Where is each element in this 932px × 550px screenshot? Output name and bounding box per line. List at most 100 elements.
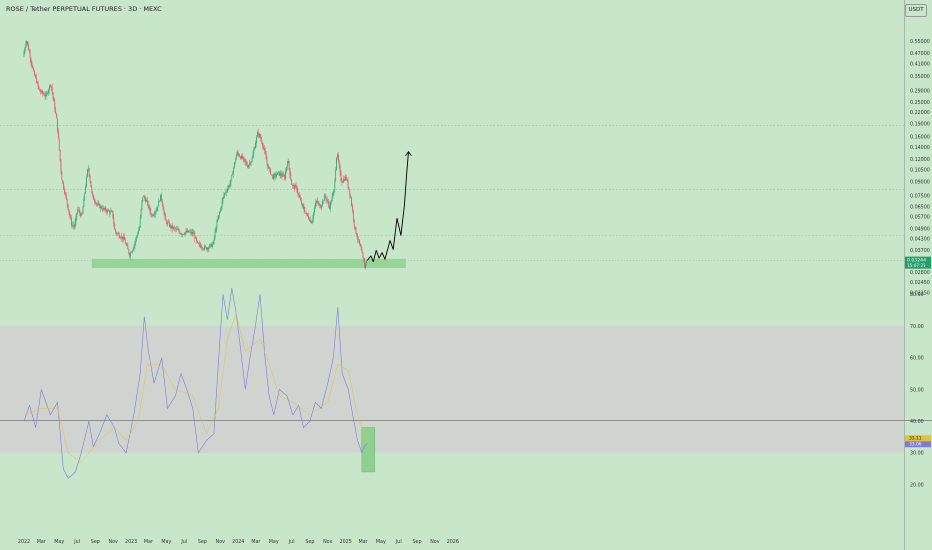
candle-body [170,224,172,229]
candle-body [25,44,27,49]
candle-body [178,229,180,232]
candle-body [80,213,82,217]
candle-body [311,222,313,224]
candle-body [275,174,277,177]
candle-body [313,212,315,219]
candle-body [141,200,143,210]
candle-body [242,157,244,159]
candle-body [287,161,289,163]
candle-body [234,162,235,168]
candle-body [166,220,167,224]
candle-body [54,101,56,110]
time-tick-label: Nov [109,539,119,545]
candle-body [337,154,338,158]
candle-body [176,228,178,230]
projection-path [366,151,409,263]
candle-body [83,198,85,208]
price-tick-label: 0.29000 [910,88,930,94]
candle-body [153,214,155,215]
candle-body [60,160,62,172]
candle-body [103,208,105,210]
candle-body [101,206,102,209]
candle-body [286,162,288,167]
rsi-value-tag [905,441,931,448]
time-tick-label: Jul [288,539,295,545]
candle-body [242,155,243,159]
candle-body [90,181,92,188]
candle-body [270,168,271,175]
candle-body [57,131,59,139]
rsi-value: 33.06 [909,442,922,448]
candle-body [220,206,222,209]
candle-body [84,193,86,199]
candle-body [136,236,138,239]
candle-body [253,150,255,155]
candle-body [225,192,226,194]
candle-body [278,171,279,173]
candle-body [114,224,116,230]
candle-body [289,168,291,175]
price-tick-label: 0.47000 [910,51,930,57]
rsi-tick-label: 50.00 [910,387,924,393]
candle-body [122,236,123,240]
time-tick-label: Nov [216,539,226,545]
candle-body [172,225,174,229]
candle-body [241,155,242,159]
candle-body [228,186,230,187]
candle-body [159,200,160,202]
candle-body [102,208,104,210]
candle-body [131,252,132,254]
candle-body [254,148,256,151]
candle-body [51,86,53,93]
candle-body [72,224,74,227]
candle-body [294,185,296,189]
rsi-tick-label: 70.00 [910,324,924,330]
candle-body [52,92,54,98]
candle-body [271,174,273,176]
candle-body [102,208,103,210]
candle-body [348,187,350,190]
candle-body [79,210,80,213]
candle-body [162,205,164,210]
candle-body [328,201,330,205]
candle-body [187,230,189,233]
candle-body [277,172,278,175]
price-tick-label: 0.04900 [910,226,930,232]
candle-body [222,197,224,201]
candle-body [352,205,353,211]
candle-body [364,261,366,268]
candle-body [132,248,134,251]
currency-button[interactable]: USDT [905,4,927,17]
candle-body [59,150,61,161]
rsi-band [0,326,904,453]
price-tick-label: 0.02450 [910,280,930,286]
price-tick-label: 0.25000 [910,100,930,106]
time-tick-label: Mar [251,539,260,545]
candle-body [297,191,299,194]
candle-body [188,230,190,233]
candle-body [260,137,262,140]
candle-body [47,92,49,94]
candle-body [332,192,334,196]
candle-body [220,208,221,213]
price-tick-label: 0.12000 [910,157,930,163]
time-tick-label: Jul [395,539,402,545]
candle-body [99,204,101,209]
price-tick-label: 0.03700 [910,248,930,254]
candle-body [358,239,359,240]
candle-body [81,213,83,215]
candle-body [365,262,366,268]
time-tick-label: Mar [358,539,367,545]
candle-body [23,51,25,57]
candle-body [195,237,197,239]
candle-body [63,182,64,189]
candle-body [179,231,181,234]
candle-body [120,237,122,239]
time-tick-label: Sep [412,539,421,545]
time-tick-label: Jul [180,539,187,545]
candle-body [137,234,138,237]
candle-body [130,252,131,257]
candle-body [143,196,145,197]
candle-body [152,215,153,217]
